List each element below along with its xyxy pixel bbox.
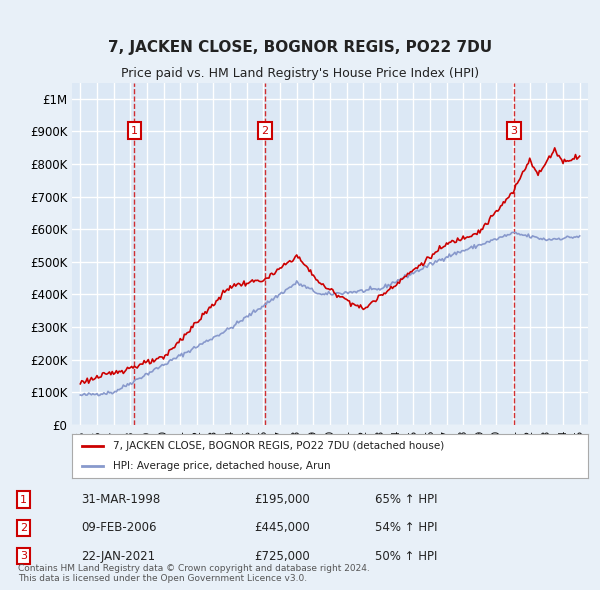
Text: 7, JACKEN CLOSE, BOGNOR REGIS, PO22 7DU (detached house): 7, JACKEN CLOSE, BOGNOR REGIS, PO22 7DU … [113, 441, 445, 451]
Text: 7, JACKEN CLOSE, BOGNOR REGIS, PO22 7DU: 7, JACKEN CLOSE, BOGNOR REGIS, PO22 7DU [108, 40, 492, 55]
Text: HPI: Average price, detached house, Arun: HPI: Average price, detached house, Arun [113, 461, 331, 471]
Text: 09-FEB-2006: 09-FEB-2006 [81, 522, 157, 535]
Text: £725,000: £725,000 [254, 550, 310, 563]
Text: £195,000: £195,000 [254, 493, 310, 506]
Text: 2: 2 [20, 523, 27, 533]
Text: Contains HM Land Registry data © Crown copyright and database right 2024.
This d: Contains HM Land Registry data © Crown c… [18, 563, 370, 583]
Text: £445,000: £445,000 [254, 522, 310, 535]
Text: 65% ↑ HPI: 65% ↑ HPI [375, 493, 437, 506]
Text: Price paid vs. HM Land Registry's House Price Index (HPI): Price paid vs. HM Land Registry's House … [121, 67, 479, 80]
Text: 54% ↑ HPI: 54% ↑ HPI [375, 522, 437, 535]
Text: 2: 2 [262, 126, 269, 136]
Text: 1: 1 [131, 126, 138, 136]
Text: 50% ↑ HPI: 50% ↑ HPI [375, 550, 437, 563]
Text: 31-MAR-1998: 31-MAR-1998 [81, 493, 160, 506]
Text: 3: 3 [20, 551, 27, 561]
Text: 1: 1 [20, 494, 27, 504]
Text: 3: 3 [511, 126, 517, 136]
Text: 22-JAN-2021: 22-JAN-2021 [81, 550, 155, 563]
